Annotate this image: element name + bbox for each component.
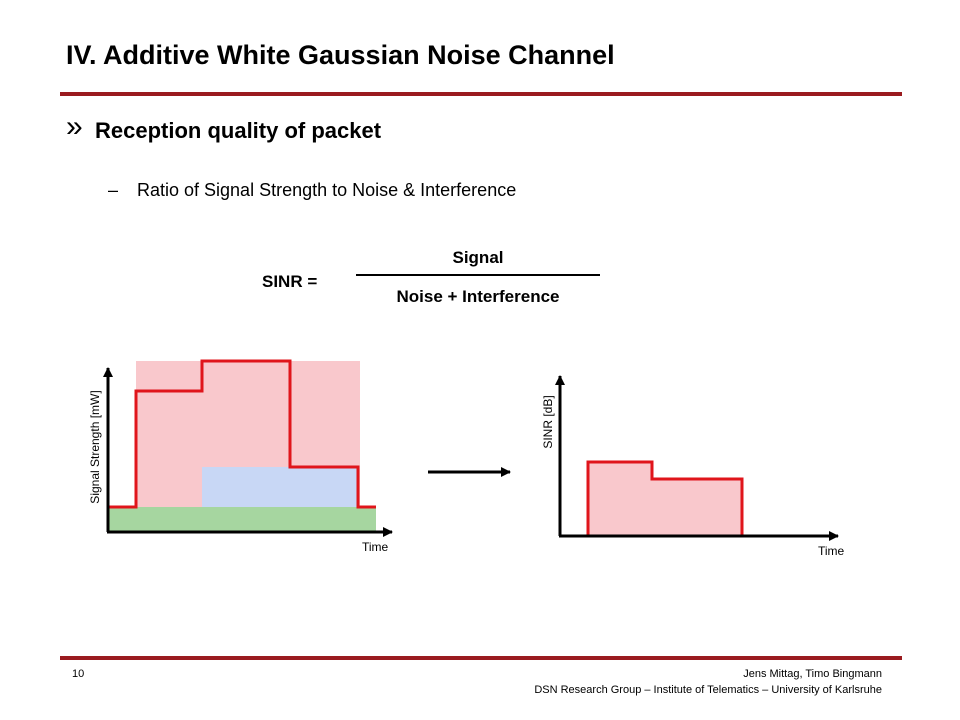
y-axis-label: SINR [dB] bbox=[541, 395, 555, 448]
noise-area bbox=[108, 507, 376, 531]
sub-bullet-ratio: Ratio of Signal Strength to Noise & Inte… bbox=[137, 180, 517, 200]
fraction-bar bbox=[356, 274, 600, 276]
signal-strength-graph: Signal Strength [mW] Time bbox=[88, 359, 393, 554]
bullet-marker: » bbox=[66, 110, 83, 143]
slide-title: IV. Additive White Gaussian Noise Channe… bbox=[66, 40, 615, 70]
signal-curve bbox=[108, 359, 376, 509]
formula-denominator: Noise + Interference bbox=[396, 287, 560, 306]
page-number: 10 bbox=[72, 668, 85, 680]
sinr-area bbox=[588, 462, 742, 536]
x-axis-label: Time bbox=[362, 540, 389, 554]
sinr-graph: SINR [dB] Time bbox=[541, 375, 845, 558]
footer-divider bbox=[60, 656, 902, 660]
formula-numerator: Signal bbox=[452, 248, 504, 267]
y-axis-label: Signal Strength [mW] bbox=[88, 390, 102, 503]
title-divider bbox=[60, 92, 902, 96]
footer-organization: DSN Research Group – Institute of Telema… bbox=[534, 684, 882, 696]
x-axis-label: Time bbox=[818, 544, 845, 558]
sub-bullet-marker: – bbox=[108, 180, 119, 200]
bullet-reception-quality: Reception quality of packet bbox=[95, 118, 382, 143]
interference-area bbox=[202, 467, 358, 507]
formula-lhs: SINR = bbox=[262, 272, 318, 291]
footer-authors: Jens Mittag, Timo Bingmann bbox=[743, 668, 882, 680]
sinr-curve bbox=[586, 460, 744, 536]
